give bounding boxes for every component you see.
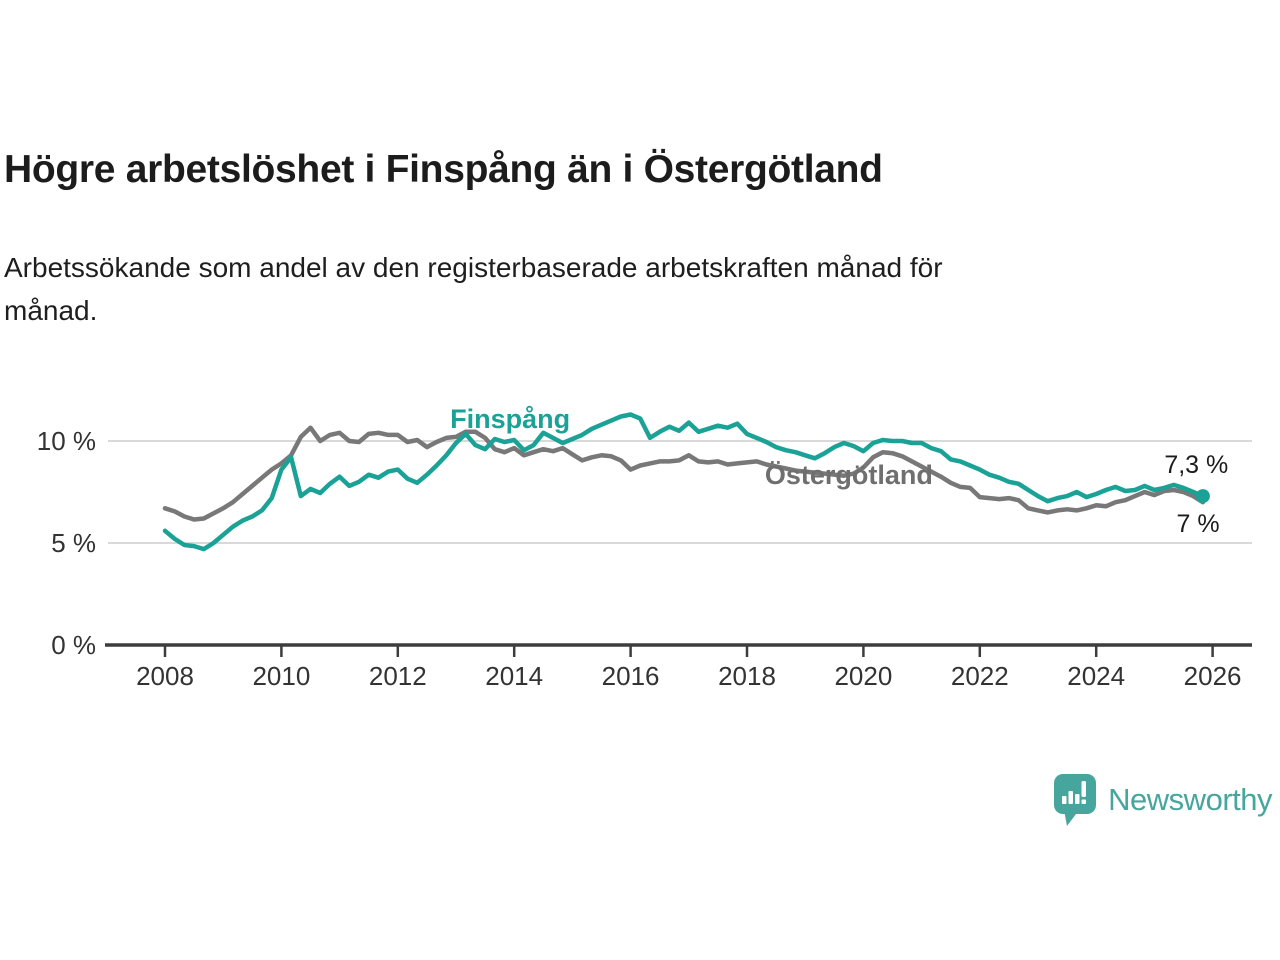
series-end-dot-finspng (1195, 489, 1210, 504)
y-axis-label-0: 0 % (51, 630, 96, 660)
chart-subtitle: Arbetssökande som andel av den registerb… (4, 252, 943, 326)
finspang-end-value: 7,3 % (1164, 451, 1228, 479)
x-axis-label-2022: 2022 (951, 661, 1009, 691)
x-axis-label-2012: 2012 (369, 661, 427, 691)
page-title: Högre arbetslöshet i Finspång än i Öster… (4, 148, 883, 191)
x-axis-label-2026: 2026 (1184, 661, 1242, 691)
branding-name: Newsworthy (1108, 782, 1272, 817)
x-axis-label-2010: 2010 (252, 661, 310, 691)
series-line-stergtland (162, 425, 1206, 522)
y-axis-label-10: 10 % (37, 426, 96, 456)
y-axis-label-5: 5 % (51, 528, 96, 558)
ostergotland-end-value: 7 % (1177, 510, 1220, 538)
branding: Newsworthy (1052, 772, 1272, 828)
x-axis-label-2024: 2024 (1067, 661, 1125, 691)
ostergotland-series-label: Östergötland (765, 460, 933, 490)
newsworthy-logo-icon (1054, 774, 1097, 826)
series-line-finspng (162, 412, 1206, 552)
finspang-series-label: Finspång (450, 404, 570, 434)
x-axis-label-2018: 2018 (718, 661, 776, 691)
x-axis-label-2014: 2014 (485, 661, 543, 691)
x-axis-label-2020: 2020 (834, 661, 892, 691)
x-axis-label-2016: 2016 (602, 661, 660, 691)
x-axis-label-2008: 2008 (136, 661, 194, 691)
